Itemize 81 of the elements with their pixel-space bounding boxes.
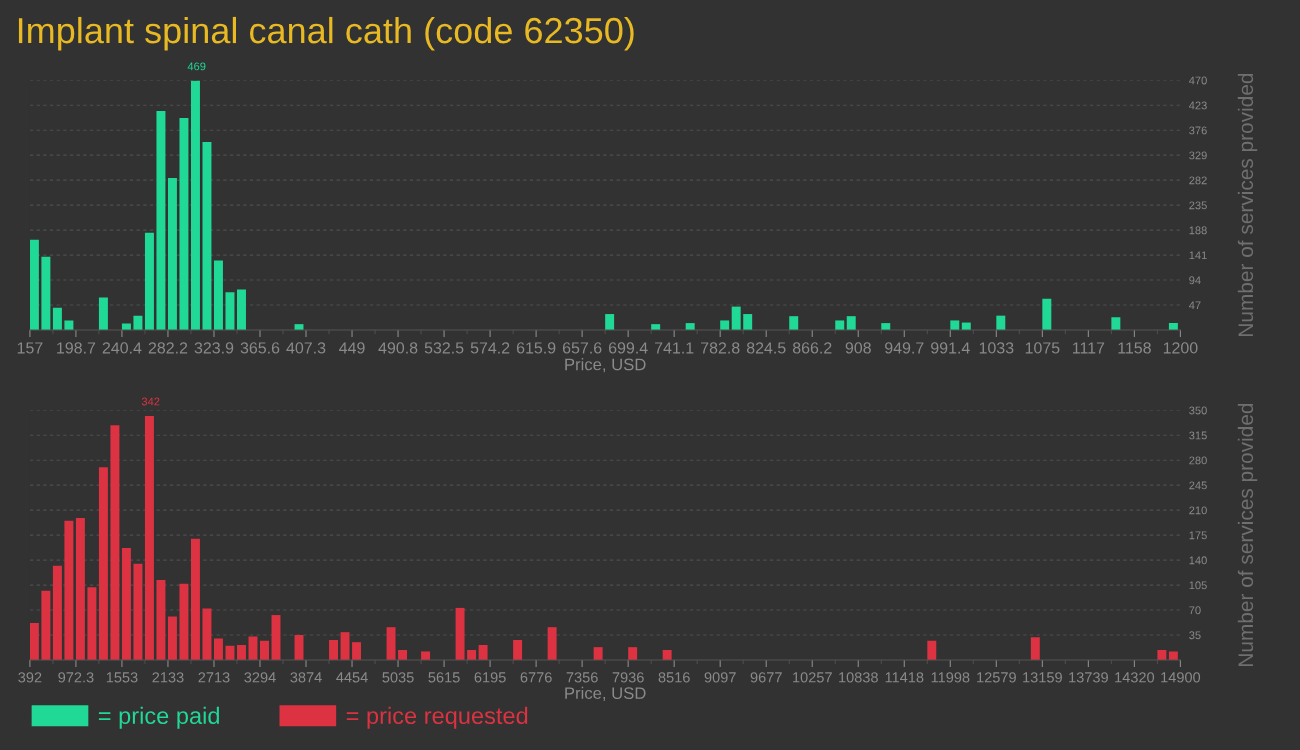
y-tick-label: 315 [1189,431,1207,440]
x-tick-label: 365.6 [240,342,280,354]
x-axis-title: Price, USD [565,358,646,373]
y-axis-title: Number of services provided [1237,73,1258,336]
x-tick-label: 10838 [839,672,878,683]
x-tick-label: 1033 [979,342,1014,354]
x-tick-label: 2713 [198,672,230,683]
y-tick-label: 470 [1188,76,1207,85]
x-tick-label: 9097 [704,672,736,683]
x-tick-label: 323.9 [194,342,234,354]
y-tick-label: 350 [1189,406,1207,415]
x-tick-label: 908 [845,342,871,354]
y-tick-label: 105 [1189,581,1207,590]
x-tick-label: 615.9 [516,342,556,354]
annotation: 342 [141,397,160,406]
x-tick-label: 1200 [1163,342,1198,354]
x-tick-label: 8516 [658,672,690,683]
x-axis-title: Price, USD [565,686,646,701]
x-tick-label: 972.3 [58,672,94,683]
x-tick-label: 198.7 [57,342,96,354]
x-tick-label: 699.4 [608,342,648,354]
x-tick-label: 240.4 [102,342,142,354]
x-tick-label: 14320 [1115,672,1155,683]
y-axis-title: Number of services provided [1237,403,1258,666]
x-tick-label: 3294 [244,672,276,683]
y-tick-label: 70 [1189,606,1201,615]
x-tick-label: 9677 [750,672,782,683]
y-tick-label: 376 [1189,126,1207,135]
x-tick-label: 449 [339,342,365,354]
x-tick-label: 490.8 [378,342,418,354]
x-tick-label: 6195 [474,672,506,683]
x-tick-label: 11998 [931,672,970,683]
x-tick-label: 12579 [977,672,1016,683]
y-tick-label: 210 [1189,506,1207,515]
x-tick-label: 1158 [1118,342,1151,354]
x-tick-label: 2133 [152,672,184,683]
y-tick-label: 35 [1189,631,1201,640]
y-tick-label: 188 [1189,226,1207,235]
x-tick-label: 392 [18,672,42,683]
x-tick-label: 574.2 [470,342,510,354]
y-tick-label: 282 [1189,176,1207,185]
x-tick-label: 1117 [1072,342,1105,354]
x-tick-label: 11418 [885,672,924,683]
x-tick-label: 532.5 [424,342,464,354]
x-tick-label: 10257 [793,672,832,683]
y-tick-label: 175 [1189,531,1207,540]
x-tick-label: 1075 [1025,342,1060,354]
y-tick-label: 280 [1189,456,1207,465]
x-tick-label: 7356 [566,672,598,683]
y-tick-label: 423 [1188,101,1207,110]
x-tick-label: 282.2 [148,342,188,354]
x-tick-label: 991.4 [931,342,970,354]
x-tick-label: 1553 [106,672,138,683]
x-tick-label: 4454 [336,672,368,683]
legend-label: = price requested [346,706,528,729]
chart-title: Implant spinal canal cath (code 62350) [18,16,634,51]
x-tick-label: 5035 [382,672,414,683]
x-tick-label: 782.8 [701,342,740,354]
x-tick-label: 3874 [290,672,322,683]
y-tick-label: 94 [1189,276,1201,285]
legend-label: = price paid [98,706,219,729]
y-tick-label: 245 [1189,481,1207,490]
x-tick-label: 824.5 [746,342,786,354]
x-tick-label: 6776 [520,672,552,683]
x-tick-label: 741.1 [655,342,694,354]
annotation: 469 [187,62,206,71]
x-tick-label: 13739 [1069,672,1108,683]
x-tick-label: 657.6 [562,342,602,354]
y-tick-label: 140 [1189,556,1207,565]
y-tick-label: 47 [1188,301,1201,310]
x-tick-label: 157 [17,342,43,354]
x-tick-label: 14900 [1161,672,1201,683]
x-tick-label: 949.7 [885,342,924,354]
y-tick-label: 141 [1189,251,1207,260]
x-tick-label: 5615 [428,672,460,683]
x-tick-label: 7936 [612,672,644,683]
y-tick-label: 235 [1189,201,1207,210]
y-tick-label: 329 [1189,151,1207,160]
x-tick-label: 407.3 [286,342,326,354]
x-tick-label: 866.2 [792,342,832,354]
x-tick-label: 13159 [1023,672,1062,683]
